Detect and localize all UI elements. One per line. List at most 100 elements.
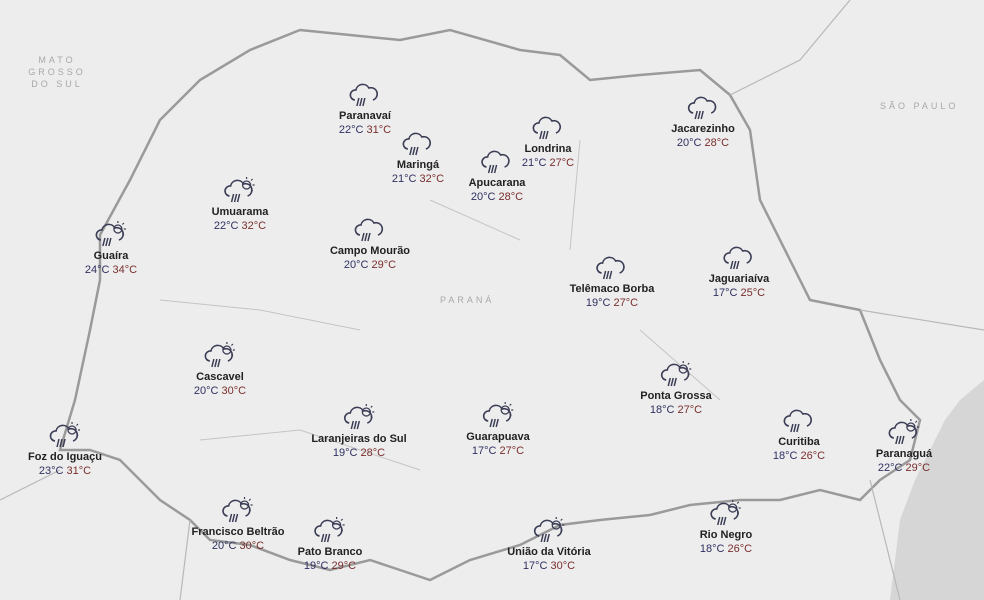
city-name: Telêmaco Borba — [569, 283, 655, 295]
city-temps: 18°C 26°C — [700, 542, 753, 556]
city-name: Curitiba — [778, 436, 820, 448]
rain-icon — [349, 83, 379, 107]
city-name: Rio Negro — [699, 529, 753, 541]
city-marker[interactable]: Laranjeiras do Sul 19°C 28°C — [311, 403, 407, 460]
rain-icon — [481, 150, 511, 174]
min-temp: 19°C — [303, 560, 329, 572]
sun-cloud-rain-icon — [49, 422, 80, 448]
city-name: Paranaguá — [875, 448, 933, 460]
sun-cloud-rain-icon — [224, 177, 255, 203]
min-temp: 17°C — [712, 287, 738, 299]
city-temps: 18°C 26°C — [773, 449, 825, 463]
city-marker[interactable]: Jacarezinho 20°C 28°C — [671, 93, 735, 150]
min-temp: 18°C — [649, 404, 675, 416]
city-name: Ponta Grossa — [640, 390, 712, 402]
ocean — [890, 380, 984, 600]
city-marker[interactable]: Ponta Grossa 18°C 27°C — [640, 360, 712, 417]
city-marker[interactable]: Telêmaco Borba 19°C 27°C — [569, 253, 655, 310]
min-temp: 18°C — [772, 450, 798, 462]
city-temps: 17°C 30°C — [507, 559, 591, 573]
city-temps: 21°C 32°C — [392, 172, 444, 186]
city-name: Apucarana — [468, 177, 526, 189]
min-temp: 20°C — [470, 191, 496, 203]
city-marker[interactable]: União da Vitória 17°C 30°C — [507, 516, 591, 573]
city-marker[interactable]: Pato Branco 19°C 29°C — [298, 516, 362, 573]
region-label-sp: SÃO PAULO — [880, 101, 959, 111]
city-marker[interactable]: Foz do Iguaçu 23°C 31°C — [28, 421, 102, 478]
sun-cloud-rain-icon — [888, 419, 919, 445]
max-temp: 30°C — [550, 560, 576, 572]
city-marker[interactable]: Jaguariaíva 17°C 25°C — [708, 243, 770, 300]
city-name: Foz do Iguaçu — [28, 451, 102, 463]
max-temp: 34°C — [112, 264, 138, 276]
city-marker[interactable]: Guaíra 24°C 34°C — [85, 220, 137, 277]
max-temp: 27°C — [613, 297, 639, 309]
city-name: Jacarezinho — [671, 123, 735, 135]
rain-icon — [687, 96, 717, 120]
min-temp: 20°C — [211, 540, 237, 552]
city-marker[interactable]: Rio Negro 18°C 26°C — [699, 499, 753, 556]
max-temp: 27°C — [677, 404, 703, 416]
rain-icon — [532, 116, 562, 140]
min-temp: 20°C — [343, 259, 369, 271]
city-marker[interactable]: Apucarana 20°C 28°C — [468, 147, 526, 204]
city-marker[interactable]: Maringá 21°C 32°C — [392, 129, 444, 186]
min-temp: 20°C — [193, 385, 219, 397]
city-name: Umuarama — [211, 206, 269, 218]
city-marker[interactable]: Campo Mourão 20°C 29°C — [330, 215, 410, 272]
city-name: Jaguariaíva — [708, 273, 770, 285]
parana-border — [58, 28, 922, 582]
max-temp: 31°C — [66, 465, 92, 477]
city-temps: 20°C 30°C — [192, 539, 285, 553]
max-temp: 28°C — [360, 447, 386, 459]
city-temps: 24°C 34°C — [85, 263, 137, 277]
max-temp: 32°C — [241, 220, 267, 232]
region-label-pr: PARANÁ — [440, 295, 495, 305]
city-marker[interactable]: Curitiba 18°C 26°C — [773, 406, 825, 463]
region-label-ms: MATO GROSSO DO SUL — [28, 55, 86, 89]
max-temp: 32°C — [419, 173, 445, 185]
city-temps: 19°C 28°C — [311, 446, 406, 460]
min-temp: 24°C — [84, 264, 110, 276]
river — [159, 139, 721, 471]
min-temp: 17°C — [522, 560, 548, 572]
sun-cloud-rain-icon — [314, 517, 345, 543]
rain-icon — [354, 218, 384, 242]
max-temp: 25°C — [740, 287, 766, 299]
city-temps: 20°C 29°C — [330, 258, 410, 272]
city-marker[interactable]: Francisco Beltrão 20°C 30°C — [192, 496, 285, 553]
city-name: Campo Mourão — [329, 245, 411, 257]
city-marker[interactable]: Cascavel 20°C 30°C — [194, 341, 246, 398]
city-temps: 19°C 27°C — [570, 296, 655, 310]
max-temp: 31°C — [366, 124, 392, 136]
rain-icon — [783, 409, 813, 433]
max-temp: 28°C — [498, 191, 524, 203]
city-name: União da Vitória — [507, 546, 591, 558]
city-temps: 18°C 27°C — [640, 403, 712, 417]
rain-icon — [596, 256, 626, 280]
max-temp: 27°C — [499, 445, 525, 457]
city-temps: 20°C 28°C — [671, 136, 735, 150]
city-name: Guaíra — [93, 250, 129, 262]
sun-cloud-rain-icon — [660, 361, 691, 387]
city-temps: 20°C 30°C — [194, 384, 246, 398]
city-name: Maringá — [396, 159, 440, 171]
max-temp: 30°C — [239, 540, 265, 552]
city-marker[interactable]: Paranavaí 22°C 31°C — [339, 80, 391, 137]
min-temp: 22°C — [338, 124, 364, 136]
rain-icon — [402, 132, 432, 156]
city-marker[interactable]: Londrina 21°C 27°C — [522, 113, 574, 170]
city-name: Londrina — [524, 143, 572, 155]
city-temps: 22°C 31°C — [339, 123, 391, 137]
sun-cloud-rain-icon — [222, 497, 253, 523]
city-marker[interactable]: Guarapuava 17°C 27°C — [466, 401, 530, 458]
min-temp: 23°C — [38, 465, 64, 477]
city-temps: 23°C 31°C — [28, 464, 102, 478]
min-temp: 19°C — [585, 297, 611, 309]
city-marker[interactable]: Paranaguá 22°C 29°C — [876, 418, 932, 475]
sun-cloud-rain-icon — [204, 342, 235, 368]
city-marker[interactable]: Umuarama 22°C 32°C — [211, 176, 269, 233]
min-temp: 22°C — [213, 220, 239, 232]
